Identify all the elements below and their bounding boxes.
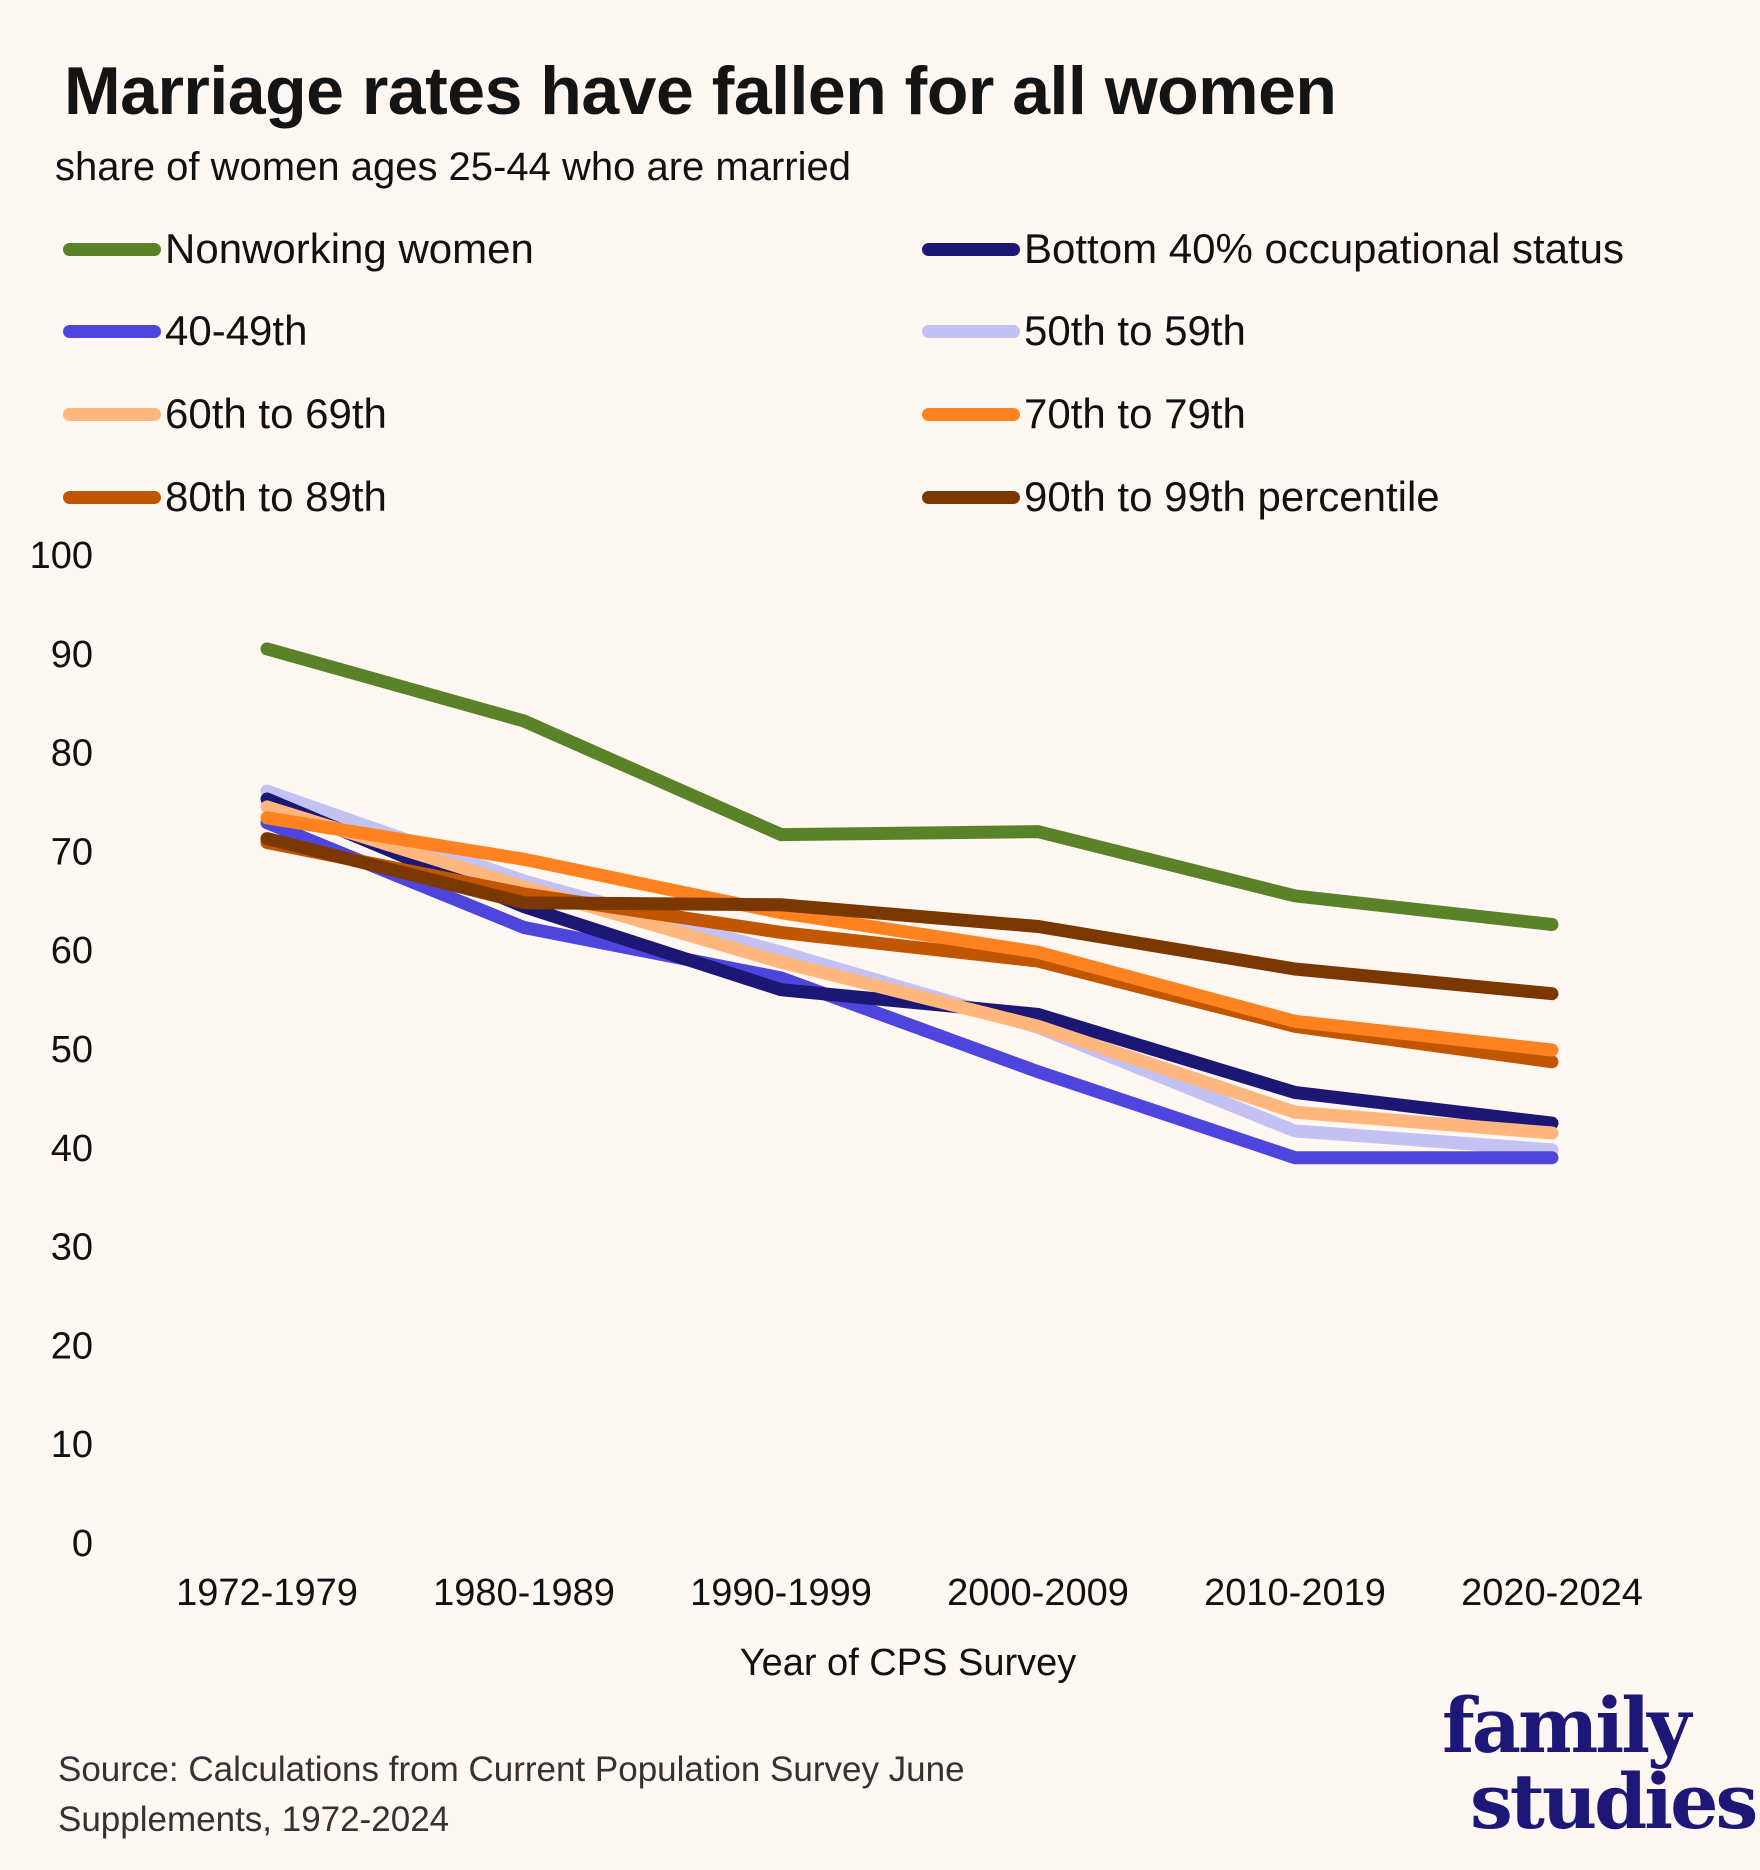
legend-swatch-icon xyxy=(63,242,161,256)
x-axis-title: Year of CPS Survey xyxy=(740,1642,1077,1684)
family-studies-logo: family studies xyxy=(1440,1681,1758,1846)
y-tick-label: 70 xyxy=(51,831,93,873)
legend-label: 40-49th xyxy=(165,307,308,354)
series-line-70th-to-79th xyxy=(260,811,1559,1057)
legend-label: 50th to 59th xyxy=(1024,307,1246,354)
source-line-1: Source: Calculations from Current Popula… xyxy=(58,1750,965,1789)
y-tick-label: 10 xyxy=(51,1424,93,1466)
legend-swatch-icon xyxy=(922,407,1020,421)
x-tick-label: 1990-1999 xyxy=(690,1572,872,1614)
legend-item-60th-69th: 60th to 69th xyxy=(63,389,387,439)
series-line-40-49th xyxy=(260,816,1559,1165)
legend-label: 80th to 89th xyxy=(165,473,387,520)
chart-subtitle: share of women ages 25-44 who are marrie… xyxy=(55,145,851,189)
legend-swatch-icon xyxy=(63,490,161,504)
legend-item-50th-59th: 50th to 59th xyxy=(922,306,1246,356)
x-axis: 1972-1979 1980-1989 1990-1999 2000-2009 2010… xyxy=(176,1572,1643,1614)
legend-label: Nonworking women xyxy=(165,225,534,272)
logo-line-1: family xyxy=(1442,1681,1691,1770)
x-tick-label: 2000-2009 xyxy=(947,1572,1129,1614)
legend-swatch-icon xyxy=(922,242,1020,256)
legend-swatch-icon xyxy=(922,324,1020,338)
legend-label: 90th to 99th percentile xyxy=(1024,473,1440,520)
y-tick-label: 40 xyxy=(51,1128,93,1170)
series-line-nonworking-women xyxy=(260,642,1559,931)
legend-label: 70th to 79th xyxy=(1024,390,1246,437)
x-tick-label: 2020-2024 xyxy=(1461,1572,1643,1614)
source-line-2: Supplements, 1972-2024 xyxy=(58,1800,450,1839)
y-tick-label: 0 xyxy=(72,1523,93,1565)
series-line-60th-to-69th xyxy=(260,800,1559,1140)
legend-swatch-icon xyxy=(922,490,1020,504)
y-tick-label: 50 xyxy=(51,1029,93,1071)
y-tick-label: 80 xyxy=(51,733,93,775)
logo-line-2: studies xyxy=(1470,1757,1758,1846)
legend-item-90th-99th: 90th to 99th percentile xyxy=(922,472,1440,522)
legend-item-80th-89th: 80th to 89th xyxy=(63,472,387,522)
y-tick-label: 90 xyxy=(51,634,93,676)
legend-item-70th-79th: 70th to 79th xyxy=(922,389,1246,439)
legend-item-nonworking-women: Nonworking women xyxy=(63,224,534,274)
x-tick-label: 1972-1979 xyxy=(176,1572,358,1614)
legend-swatch-icon xyxy=(63,407,161,421)
source-note: Source: Calculations from Current Popula… xyxy=(58,1745,1208,1845)
y-tick-label: 100 xyxy=(30,535,93,577)
legend-item-bottom-40: Bottom 40% occupational status xyxy=(922,224,1624,274)
x-tick-label: 2010-2019 xyxy=(1204,1572,1386,1614)
legend-label: 60th to 69th xyxy=(165,390,387,437)
y-tick-label: 20 xyxy=(51,1325,93,1367)
y-tick-label: 30 xyxy=(51,1227,93,1269)
chart-title: Marriage rates have fallen for all women xyxy=(64,53,1337,129)
legend-item-40-49th: 40-49th xyxy=(63,306,307,356)
series-line-90th-to-99th-percentile xyxy=(260,832,1559,1001)
x-tick-label: 1980-1989 xyxy=(433,1572,615,1614)
legend-label: Bottom 40% occupational status xyxy=(1024,225,1625,272)
legend-swatch-icon xyxy=(63,324,161,338)
y-axis: 0 10 20 30 40 50 60 70 80 90 100 xyxy=(30,535,93,1565)
y-tick-label: 60 xyxy=(51,930,93,972)
series-lines xyxy=(260,642,1559,1165)
